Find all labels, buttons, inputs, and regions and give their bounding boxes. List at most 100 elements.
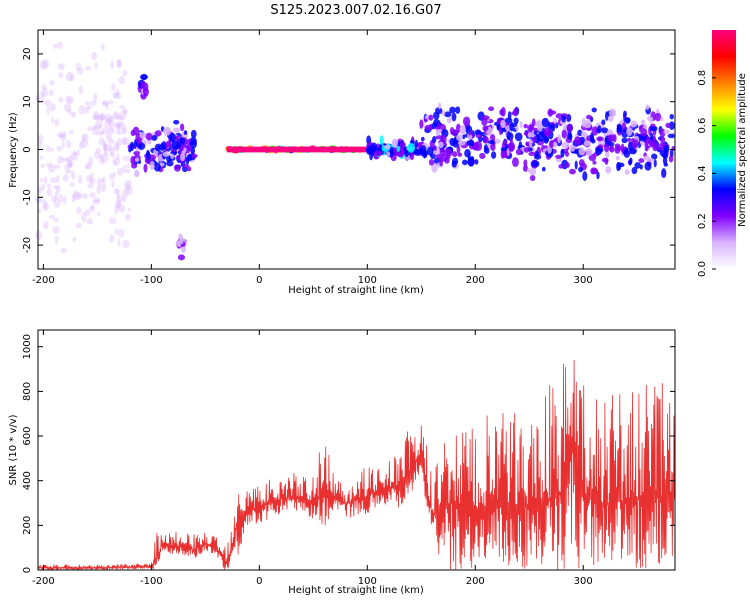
spectrogram-feature: [365, 135, 424, 162]
spectrogram-blob: [652, 142, 659, 152]
spectrogram-blob: [56, 155, 64, 164]
spectrogram-blob: [446, 116, 452, 124]
spectrogram-blob: [118, 188, 125, 199]
snr-x-tick-label: 100: [358, 576, 377, 587]
spectrogram-blob: [56, 41, 64, 49]
spectrogram-blob: [190, 129, 197, 139]
spectrogram-blob: [552, 141, 558, 148]
spectrogram-blob: [531, 160, 540, 168]
spectrogram-blob: [69, 171, 75, 178]
spectrogram-blob: [110, 115, 115, 122]
spectrogram-blob: [138, 142, 146, 150]
spectrogram-blob: [109, 151, 116, 157]
spectrogram-blob: [54, 118, 60, 127]
spectrogram-blob: [568, 168, 576, 175]
spectrogram-blob: [58, 193, 64, 203]
spectrogram-blob: [113, 121, 121, 129]
spectrogram-blob: [108, 99, 114, 105]
spectrogram-blob: [158, 143, 167, 151]
spectrogram-blob: [61, 157, 70, 162]
spectrogram-blob: [95, 119, 104, 129]
spectrogram-blob: [77, 193, 84, 198]
snr-y-tick-label: 800: [22, 382, 33, 401]
spectrogram-blob: [171, 140, 180, 150]
spectrogram-blob: [646, 116, 652, 121]
spectrogram-blob: [101, 100, 106, 106]
spectrogram-blob: [414, 139, 419, 148]
spectrogram-y-tick-label: 20: [22, 48, 33, 61]
spectrogram-blob: [84, 66, 92, 71]
spectrogram-blob: [667, 133, 675, 139]
spectrogram-blob: [591, 107, 597, 113]
spectrogram-blob: [480, 131, 485, 137]
spectrogram-blob: [173, 119, 180, 125]
spectrogram-x-tick-label: 200: [466, 275, 485, 286]
spectrogram-blob: [183, 130, 188, 136]
spectrogram-blob: [103, 142, 108, 151]
spectrogram-blob: [142, 87, 149, 97]
spectrogram-blob: [660, 116, 664, 122]
spectrogram-blob: [41, 183, 46, 191]
spectrogram-blob: [96, 131, 104, 136]
snr-x-tick-label: 300: [574, 576, 593, 587]
spectrogram-blob: [668, 121, 675, 131]
spectrogram-blob: [116, 115, 123, 121]
spectrogram-blob: [143, 163, 148, 173]
spectrogram-blob: [437, 102, 442, 110]
spectrogram-blob: [100, 152, 109, 163]
spectrogram-blob: [44, 99, 51, 106]
spectrogram-blob: [53, 185, 60, 190]
spectrogram-blob: [89, 178, 96, 184]
spectrogram-blob: [172, 127, 181, 133]
spectrogram-feature: [418, 102, 676, 182]
spectrogram-blob: [111, 180, 115, 189]
spectrogram-blob: [114, 227, 119, 235]
spectrogram-blob: [391, 138, 399, 148]
spectrogram-blob: [645, 104, 650, 110]
spectrogram-blob: [59, 134, 65, 142]
spectrogram-blob: [609, 145, 615, 153]
spectrogram-blob: [73, 88, 79, 98]
spectrogram-blob: [102, 144, 107, 152]
spectrogram-blob: [431, 122, 437, 130]
spectrogram-blob: [49, 214, 56, 220]
spectrogram-blob: [479, 152, 486, 160]
spectrogram-blob: [419, 119, 424, 129]
spectrogram-y-tick-label: -20: [22, 237, 33, 253]
spectrogram-blob: [92, 125, 98, 131]
spectrogram-blob: [432, 150, 438, 155]
spectrogram-blob: [638, 158, 645, 163]
spectrogram-blob: [669, 113, 674, 120]
spectrogram-blob: [93, 197, 101, 203]
spectrogram-blob: [581, 131, 586, 138]
spectrogram-blob: [117, 120, 125, 131]
spectrogram-blob: [661, 168, 667, 179]
spectrogram-blob: [481, 115, 490, 121]
spectrogram-blob: [653, 159, 657, 168]
spectrogram-blob: [432, 135, 437, 144]
spectrogram-blob: [63, 103, 72, 112]
spectrogram-blob: [72, 150, 78, 157]
spectrogram-blob: [49, 103, 56, 112]
spectrogram-blob: [468, 139, 475, 147]
spectrogram-blob: [566, 123, 573, 133]
snr-line: [37, 359, 676, 572]
spectrogram-blob: [605, 166, 612, 174]
spectrogram-blob: [644, 161, 652, 171]
spectrogram-blob: [65, 139, 72, 149]
spectrogram-blob: [595, 146, 603, 156]
spectrogram-blob: [47, 200, 54, 206]
spectrogram-blob: [112, 157, 121, 166]
spectrogram-blob: [658, 142, 665, 151]
spectrogram-blob: [71, 112, 76, 119]
spectrogram-blob: [494, 138, 501, 144]
spectrogram-blob: [528, 167, 537, 176]
spectrogram-blob: [40, 163, 45, 169]
spectrogram-blob: [420, 136, 425, 142]
spectrogram-blob: [663, 144, 670, 153]
spectrogram-blob: [98, 114, 107, 121]
spectrogram-blob: [57, 131, 66, 138]
spectrogram-blob: [95, 147, 102, 154]
spectrogram-blob: [139, 74, 148, 80]
